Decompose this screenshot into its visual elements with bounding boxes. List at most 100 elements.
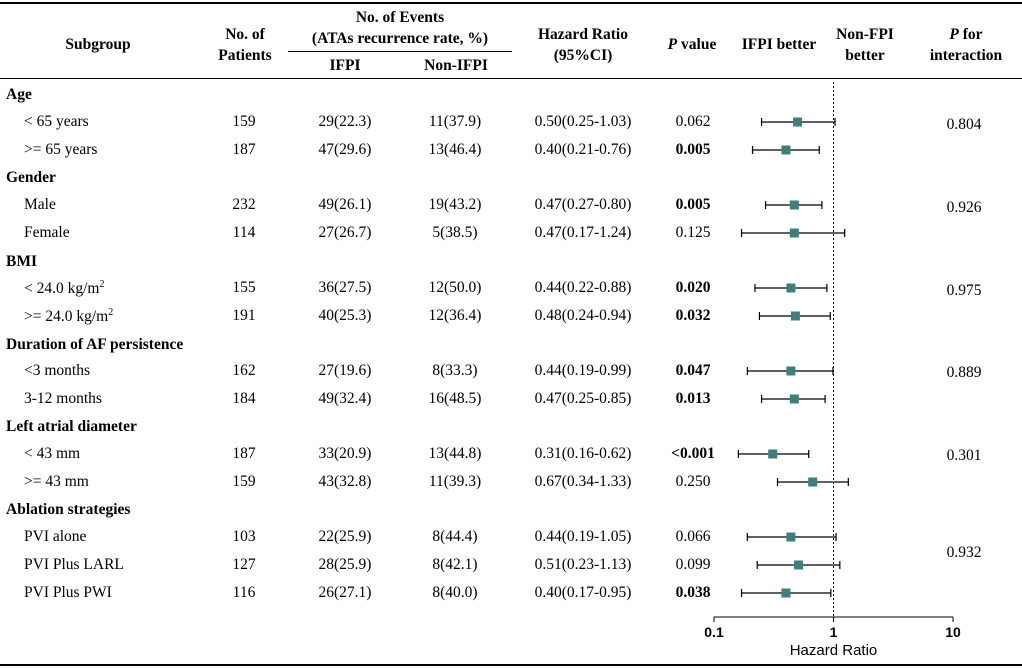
hr-point-marker	[790, 311, 800, 321]
row-patients: 162	[232, 362, 256, 379]
row-ifpi: 33(20.9)	[318, 445, 372, 462]
hr-point-marker	[768, 449, 778, 459]
row-patients: 116	[232, 584, 256, 601]
row-non-ifpi: 8(44.4)	[432, 528, 478, 545]
row-hr-ci: 0.44(0.19-1.05)	[534, 528, 632, 545]
row-hr-ci: 0.48(0.24-0.94)	[534, 307, 632, 324]
header-ifpi-better: IFPI better	[741, 36, 817, 53]
row-label: Male	[24, 196, 56, 213]
hr-point-marker	[789, 200, 799, 210]
row-label: PVI Plus PWI	[24, 584, 112, 601]
group-label-duration: Duration of AF persistence	[6, 336, 184, 353]
row-ifpi: 47(29.6)	[318, 141, 372, 158]
interaction-value-age: 0.804	[946, 116, 982, 133]
row-patients: 159	[232, 473, 256, 490]
row-label-text: < 24.0 kg/m	[24, 280, 100, 298]
header-hr-line1: Hazard Ratio	[538, 26, 628, 43]
header-events-line2: (ATAs recurrence rate, %)	[311, 30, 489, 47]
header-nonfpi-line1: Non-FPI	[836, 26, 894, 43]
header-pint-italic: P	[949, 26, 959, 43]
hr-point-marker	[786, 283, 796, 293]
group-label-gender: Gender	[6, 169, 56, 186]
row-ifpi: 40(25.3)	[318, 307, 372, 324]
row-hr-ci: 0.44(0.22-0.88)	[534, 279, 632, 296]
interaction-value-duration: 0.889	[946, 364, 982, 381]
row-non-ifpi: 8(42.1)	[432, 556, 478, 573]
row-p-value: 0.062	[675, 113, 711, 130]
row-patients: 127	[232, 556, 256, 573]
row-non-ifpi: 19(43.2)	[428, 196, 482, 213]
top-rule	[0, 2, 1022, 4]
x-axis-label: Hazard Ratio	[790, 642, 878, 659]
row-p-value: 0.038	[675, 584, 711, 601]
header-nonfpi-better: Non-FPI better	[825, 24, 905, 66]
header-events: No. of Events (ATAs recurrence rate, %)	[282, 7, 518, 49]
group-label-bmi: BMI	[6, 253, 37, 270]
row-hr-ci: 0.40(0.17-0.95)	[534, 584, 632, 601]
interaction-value-gender: 0.926	[946, 199, 982, 216]
row-patients: 191	[232, 307, 256, 324]
hr-point-marker	[789, 228, 799, 238]
hr-point-marker	[786, 366, 796, 376]
row-ifpi: 49(32.4)	[318, 390, 372, 407]
x-tick-label-0: 0.1	[704, 624, 724, 640]
hr-point-marker	[793, 117, 803, 127]
row-hr-ci: 0.50(0.25-1.03)	[534, 113, 632, 130]
row-p-value: 0.005	[675, 196, 711, 213]
hr-point-marker	[789, 394, 799, 404]
row-patients: 155	[232, 279, 256, 296]
row-ifpi: 27(19.6)	[318, 362, 372, 379]
hr-point-marker	[786, 532, 796, 542]
header-p-italic: P	[667, 36, 678, 53]
x-tick-label-1: 1	[830, 624, 838, 640]
row-label: < 24.0 kg/m2	[24, 279, 104, 298]
row-p-value: 0.125	[675, 224, 711, 241]
group-label-ablation: Ablation strategies	[6, 501, 131, 518]
header-p-rest: value	[677, 36, 717, 53]
row-label-text: >= 24.0 kg/m	[24, 308, 109, 326]
row-label: Female	[24, 224, 70, 241]
row-label-sup: 2	[108, 307, 114, 318]
row-p-value: 0.047	[675, 362, 711, 379]
row-patients: 114	[232, 224, 256, 241]
row-non-ifpi: 13(44.8)	[428, 445, 482, 462]
row-non-ifpi: 11(39.3)	[428, 473, 482, 490]
interaction-value-ablation: 0.932	[946, 544, 982, 561]
row-ifpi: 29(22.3)	[318, 113, 372, 130]
row-patients: 103	[232, 528, 256, 545]
x-tick-label-2: 10	[945, 624, 961, 640]
group-label-age: Age	[6, 86, 32, 103]
row-ifpi: 36(27.5)	[318, 279, 372, 296]
events-underline	[288, 51, 512, 52]
interaction-value-la-diameter: 0.301	[946, 447, 982, 464]
row-p-value: 0.005	[675, 141, 711, 158]
row-hr-ci: 0.47(0.25-0.85)	[534, 390, 632, 407]
row-label: 3-12 months	[24, 390, 102, 407]
header-pint-line2: interaction	[929, 47, 1003, 64]
row-label: PVI Plus LARL	[24, 556, 124, 573]
header-p-value: P value	[656, 34, 728, 55]
row-non-ifpi: 11(37.9)	[428, 113, 482, 130]
row-ifpi: 43(32.8)	[318, 473, 372, 490]
header-pint-rest: for	[958, 26, 983, 43]
row-ifpi: 22(25.9)	[318, 528, 372, 545]
header-patients-line1: No. of	[225, 26, 265, 43]
row-p-value: 0.020	[675, 279, 711, 296]
header-bottom-rule	[0, 78, 1022, 79]
row-hr-ci: 0.51(0.23-1.13)	[534, 556, 632, 573]
row-ifpi: 49(26.1)	[318, 196, 372, 213]
header-hr-line2: (95%CI)	[553, 47, 613, 64]
row-label: < 65 years	[24, 113, 89, 130]
group-label-la-diameter: Left atrial diameter	[6, 418, 137, 435]
row-non-ifpi: 8(40.0)	[432, 584, 478, 601]
hr-point-marker	[808, 477, 818, 487]
header-ifpi: IFPI	[329, 57, 361, 74]
row-non-ifpi: 16(48.5)	[428, 390, 482, 407]
header-patients: No. of Patients	[200, 24, 290, 66]
row-label: PVI alone	[24, 528, 87, 545]
header-p-interaction: P for interaction	[914, 24, 1018, 66]
row-p-value: 0.250	[675, 473, 711, 490]
row-hr-ci: 0.67(0.34-1.33)	[534, 473, 632, 490]
header-pint-line1: P for	[914, 24, 1018, 45]
row-non-ifpi: 8(33.3)	[432, 362, 478, 379]
